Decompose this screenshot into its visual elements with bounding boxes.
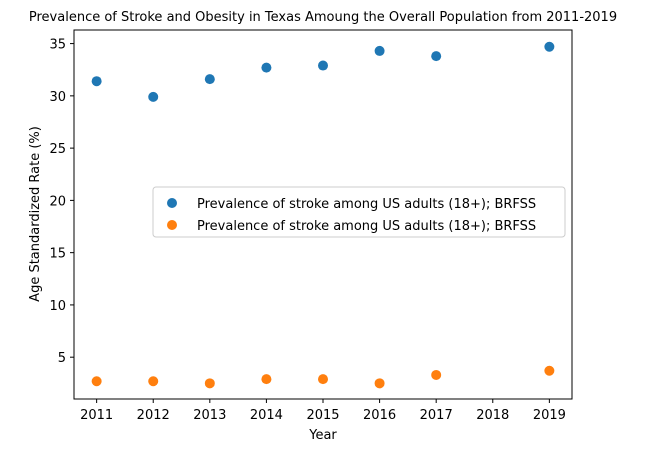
data-point-series-1	[374, 45, 385, 56]
x-tick-label: 2016	[363, 408, 396, 423]
data-point-series-2	[374, 378, 385, 389]
y-tick-label: 30	[49, 90, 66, 105]
x-tick-label: 2014	[250, 408, 283, 423]
x-tick-label: 2015	[306, 408, 339, 423]
legend-label-series-2: Prevalence of stroke among US adults (18…	[197, 219, 536, 234]
y-tick-label: 5	[58, 351, 66, 366]
x-tick-label: 2013	[193, 408, 226, 423]
data-point-series-2	[318, 374, 328, 385]
data-point-series-1	[148, 91, 159, 102]
x-axis-label: Year	[308, 428, 337, 443]
y-tick-label: 15	[49, 247, 66, 262]
y-axis-label: Age Standardized Rate (%)	[28, 126, 43, 302]
data-point-series-2	[431, 369, 442, 380]
x-tick-label: 2011	[80, 408, 113, 423]
data-point-series-1	[431, 51, 442, 62]
chart-title: Prevalence of Stroke and Obesity in Texa…	[29, 10, 617, 25]
data-point-series-2	[204, 378, 215, 389]
y-tick-label: 35	[49, 38, 66, 53]
data-points	[91, 41, 555, 389]
y-tick-label: 25	[49, 142, 66, 157]
legend-marker-series-2	[167, 220, 177, 230]
y-tick-label: 10	[49, 299, 66, 314]
x-tick-label: 2012	[137, 408, 170, 423]
x-tick-label: 2018	[476, 408, 509, 423]
x-tick-label: 2017	[420, 408, 453, 423]
data-point-series-2	[544, 365, 555, 376]
data-point-series-1	[204, 74, 215, 85]
axis-ticks: 2011 2012 2013 2014 2015 2016 2017 2018 2019 5 10 1…	[49, 38, 565, 423]
data-point-series-2	[261, 374, 272, 385]
plot-frame	[73, 29, 573, 400]
data-point-series-1	[91, 76, 102, 87]
y-tick-label: 20	[49, 194, 66, 209]
data-point-series-1	[318, 60, 328, 71]
x-tick-label: 2019	[533, 408, 566, 423]
data-point-series-1	[261, 62, 272, 73]
data-point-series-1	[544, 41, 555, 52]
legend-frame	[152, 186, 566, 238]
legend-label-series-1: Prevalence of stroke among US adults (18…	[197, 197, 536, 212]
data-point-series-2	[148, 376, 159, 387]
legend-marker-series-1	[167, 198, 177, 208]
legend: Prevalence of stroke among US adults (18…	[152, 186, 566, 238]
data-point-series-2	[91, 376, 102, 387]
